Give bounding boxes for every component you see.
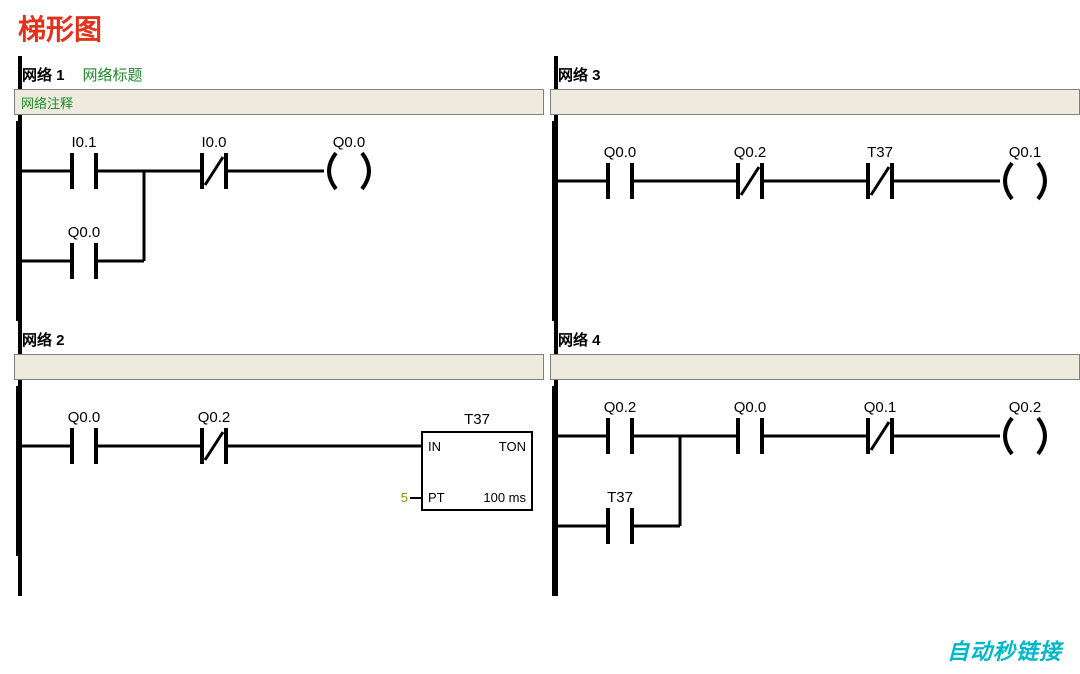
- svg-text:Q0.0: Q0.0: [734, 399, 767, 416]
- network-label: 网络 3: [558, 64, 601, 85]
- network-header: 网络 1 网络标题: [14, 56, 544, 89]
- network-comment: 网络注释: [14, 89, 544, 115]
- svg-text:I0.1: I0.1: [71, 134, 96, 151]
- network-net1: 网络 1 网络标题网络注释 I0.1 I0.0 Q0.0 Q0.0: [14, 56, 544, 321]
- svg-text:T37: T37: [607, 489, 633, 506]
- columns: 网络 1网络标题网络注释I0.1I0.0Q0.0Q0.0网络 2Q0.0Q0.2…: [0, 56, 1080, 596]
- network-comment: [550, 354, 1080, 380]
- svg-text:TON: TON: [499, 439, 526, 454]
- svg-text:Q0.1: Q0.1: [1009, 144, 1042, 161]
- ladder-area: Q0.0 Q0.2 T37 Q0.1: [550, 121, 1080, 321]
- ladder-area: Q0.0 Q0.2 T37 IN TON PT 100 ms 5: [14, 386, 544, 556]
- ladder-area: I0.1 I0.0 Q0.0 Q0.0: [14, 121, 544, 321]
- svg-text:I0.0: I0.0: [201, 134, 226, 151]
- svg-text:Q0.2: Q0.2: [198, 409, 231, 426]
- svg-text:Q0.1: Q0.1: [864, 399, 897, 416]
- svg-text:PT: PT: [428, 490, 445, 505]
- network-header: 网络 3: [550, 56, 1080, 89]
- column-left: 网络 1 网络标题网络注释 I0.1 I0.0 Q0.0 Q0.0 网络 2 Q0.0 Q0.2…: [14, 56, 544, 596]
- network-net3: 网络 3 Q0.0 Q0.2 T37 Q0.1: [550, 56, 1080, 321]
- watermark: 自动秒链接: [947, 634, 1062, 666]
- svg-text:100 ms: 100 ms: [483, 490, 526, 505]
- svg-text:5: 5: [401, 490, 408, 505]
- svg-text:Q0.2: Q0.2: [1009, 399, 1042, 416]
- network-title-extra: 网络标题: [83, 64, 143, 85]
- network-comment: [550, 89, 1080, 115]
- network-net2: 网络 2 Q0.0 Q0.2 T37 IN TON PT 100 ms 5: [14, 321, 544, 556]
- svg-text:Q0.0: Q0.0: [68, 224, 101, 241]
- network-label: 网络 1: [22, 64, 65, 85]
- svg-text:Q0.0: Q0.0: [604, 144, 637, 161]
- svg-text:Q0.2: Q0.2: [734, 144, 767, 161]
- network-comment: [14, 354, 544, 380]
- network-header: 网络 2: [14, 321, 544, 354]
- svg-text:T37: T37: [867, 144, 893, 161]
- network-label: 网络 4: [558, 329, 601, 350]
- ladder-area: Q0.2 Q0.0 Q0.1 Q0.2 T37: [550, 386, 1080, 596]
- svg-text:Q0.0: Q0.0: [68, 409, 101, 426]
- svg-text:Q0.0: Q0.0: [333, 134, 366, 151]
- page-title: 梯形图: [0, 0, 1080, 56]
- network-header: 网络 4: [550, 321, 1080, 354]
- network-net4: 网络 4 Q0.2 Q0.0 Q0.1 Q0.2 T37: [550, 321, 1080, 596]
- network-label: 网络 2: [22, 329, 65, 350]
- column-right: 网络 3 Q0.0 Q0.2 T37 Q0.1 网络 4 Q0.2 Q0.0 Q0.1 Q0.2 T…: [550, 56, 1080, 596]
- svg-text:T37: T37: [464, 411, 490, 428]
- svg-text:IN: IN: [428, 439, 441, 454]
- svg-text:Q0.2: Q0.2: [604, 399, 637, 416]
